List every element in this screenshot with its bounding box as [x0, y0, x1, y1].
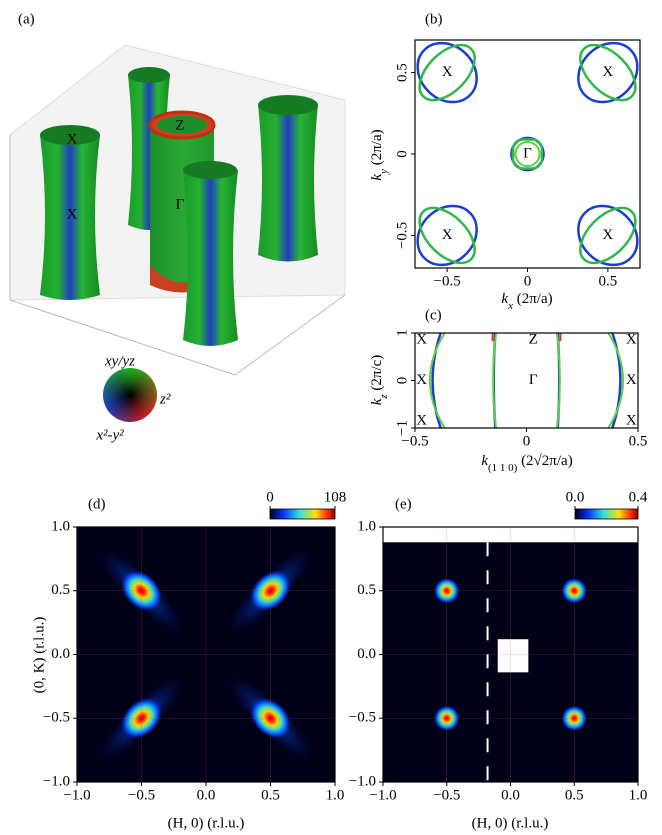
point-label: X [442, 64, 453, 80]
colorbar-tick-label: 0.0 [566, 489, 585, 505]
y-tick-label: 0.0 [357, 646, 376, 662]
x-tick-label: −0.5 [128, 787, 155, 803]
axis-label: kx (2π/a) [501, 291, 552, 311]
point-label: X [67, 131, 78, 147]
x-tick-label: −1.0 [63, 787, 90, 803]
point-label: X [626, 332, 637, 348]
mask [498, 639, 529, 672]
plot [77, 527, 335, 782]
panel-label: (b) [425, 11, 443, 27]
frame [415, 333, 638, 428]
figure: (a) X X Z Γ xy/yz z² x²-y² XXΓXX−0.500.5… [0, 0, 662, 835]
color-wheel [103, 368, 157, 422]
wheel-label: z² [159, 391, 171, 407]
point-label: X [416, 412, 427, 428]
x-tick-label: 1.0 [326, 787, 345, 803]
y-tick-label: 0 [394, 150, 410, 158]
y-tick-label: 0.5 [357, 582, 376, 598]
y-tick-label: 1.0 [357, 518, 376, 534]
point-label: X [67, 206, 78, 222]
x-tick-label: 0.5 [565, 787, 584, 803]
x-tick-label: −0.5 [433, 787, 460, 803]
point-label: X [442, 227, 453, 243]
colorbar-tick-label: 0 [266, 489, 274, 505]
axis-label-part: (2π/c) [369, 355, 385, 395]
point-label: Γ [523, 145, 532, 161]
y-tick-label: −0.5 [394, 222, 410, 249]
y-tick-label: 0.0 [51, 646, 70, 662]
point-label: X [416, 372, 427, 388]
axis-label: k(1 1 0) (2√2π/a) [481, 453, 572, 473]
axis-label-part: (2π/a) [369, 129, 385, 169]
point-label: X [602, 227, 613, 243]
axis-label: kz (2π/c) [369, 355, 389, 406]
colorbar [575, 509, 638, 519]
page: (a) X X Z Γ xy/yz z² x²-y² XXΓXX−0.500.5… [0, 0, 662, 835]
y-tick-label: 1.0 [51, 518, 70, 534]
point-label: X [626, 412, 637, 428]
axis-label-part: (2π/a) [513, 291, 553, 307]
y-tick-label: −1 [394, 420, 410, 436]
y-tick-label: 0.5 [51, 582, 70, 598]
colorbar [270, 509, 335, 519]
x-tick-label: 1.0 [629, 787, 648, 803]
axis-label: (H, 0) (r.l.u.) [168, 815, 245, 831]
wheel-label: x²-y² [95, 427, 124, 443]
panel-label: (a) [18, 11, 35, 27]
x-tick-label: 0 [523, 433, 531, 449]
x-tick-label: 0.0 [197, 787, 216, 803]
plot: X X Γ X X [406, 31, 650, 277]
axis-label: ky (2π/a) [369, 129, 389, 180]
y-tick-label: 0 [394, 377, 410, 385]
plot [383, 527, 638, 782]
point-label: Z [529, 332, 538, 348]
point-label: X [416, 332, 427, 348]
point-label: Γ [176, 196, 185, 212]
panel-label: (d) [88, 496, 106, 512]
x-tick-label: 0.5 [598, 273, 617, 289]
axis-label-part: (2√2π/a) [517, 453, 572, 469]
point-label: X [602, 64, 613, 80]
axis-label-part: (1 1 0) [488, 462, 518, 474]
x-tick-label: −0.5 [434, 273, 461, 289]
panel-label: (c) [425, 307, 442, 323]
x-tick-label: 0.5 [261, 787, 280, 803]
y-tick-label: 1 [394, 329, 410, 337]
point-label: Γ [529, 372, 538, 388]
y-tick-label: 0.5 [394, 63, 410, 82]
point-label: Z [175, 117, 184, 133]
axis-label: (H, 0) (r.l.u.) [472, 815, 549, 831]
panel-label: (e) [395, 496, 412, 512]
axis-label: (0, K) (r.l.u.) [31, 617, 47, 694]
x-tick-label: −1.0 [369, 787, 396, 803]
x-tick-label: 0 [524, 273, 532, 289]
y-tick-label: −0.5 [43, 710, 70, 726]
y-tick-label: −1.0 [43, 773, 70, 789]
colorbar-tick-label: 108 [324, 489, 347, 505]
plot: X X X Z Γ X X X [416, 332, 637, 429]
x-tick-label: 0.0 [501, 787, 520, 803]
y-tick-label: −1.0 [349, 773, 376, 789]
x-tick-label: 0.5 [629, 433, 648, 449]
colorbar-tick-label: 0.4 [629, 489, 648, 505]
y-tick-label: −0.5 [349, 710, 376, 726]
point-label: X [626, 372, 637, 388]
